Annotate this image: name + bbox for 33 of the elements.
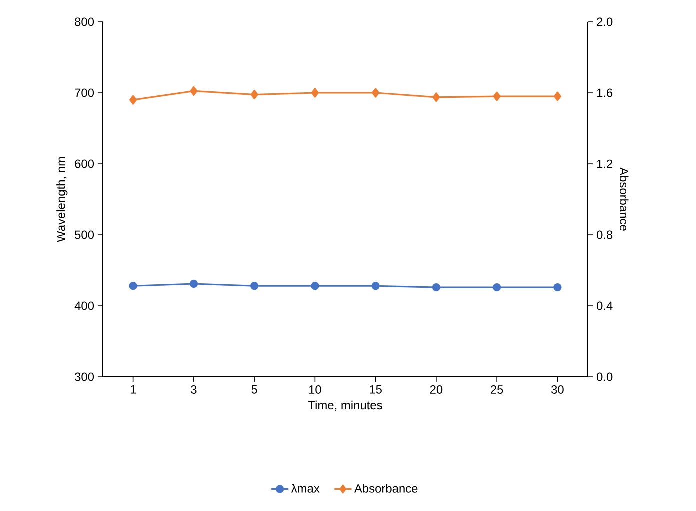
y2-tick-label: 0.4 — [596, 302, 613, 310]
y-axis-title: Wavelength, nm — [56, 157, 68, 242]
point — [250, 90, 258, 100]
x-tick-label: 5 — [252, 386, 258, 394]
x-tick-label: 3 — [191, 386, 197, 394]
y2-tick-label: 1.2 — [597, 160, 613, 168]
y-tick-label: 800 — [75, 18, 94, 26]
x-tick-label: 10 — [309, 386, 322, 394]
point — [432, 92, 440, 102]
point — [554, 92, 562, 102]
point — [493, 92, 501, 102]
x-tick-label: 30 — [551, 386, 564, 394]
y-tick-label: 700 — [75, 88, 94, 98]
x-tick-label: 1 — [130, 386, 136, 394]
x-axis-title: Time, minutes — [308, 400, 382, 411]
point — [190, 86, 198, 96]
x-tick-label: 15 — [370, 386, 382, 394]
y-tick-label: 600 — [75, 160, 94, 168]
y-tick-label: 500 — [75, 230, 94, 240]
legend-label: Absorbance — [354, 484, 418, 493]
y2-tick-label: 1.6 — [597, 88, 613, 98]
x-tick-label: 25 — [491, 386, 504, 394]
point — [372, 88, 380, 98]
legend-label: λmax — [291, 484, 320, 493]
y2-tick-label: 2.0 — [597, 18, 613, 26]
y2-axis-title: Absorbance — [620, 168, 629, 231]
y-tick-label: 300 — [75, 372, 94, 382]
point — [130, 95, 138, 105]
point — [311, 88, 319, 98]
y2-tick-label: 0.8 — [596, 230, 613, 240]
y-tick-label: 400 — [74, 302, 94, 310]
x-tick-label: 20 — [430, 386, 443, 394]
y2-tick-label: 0.0 — [596, 372, 613, 382]
